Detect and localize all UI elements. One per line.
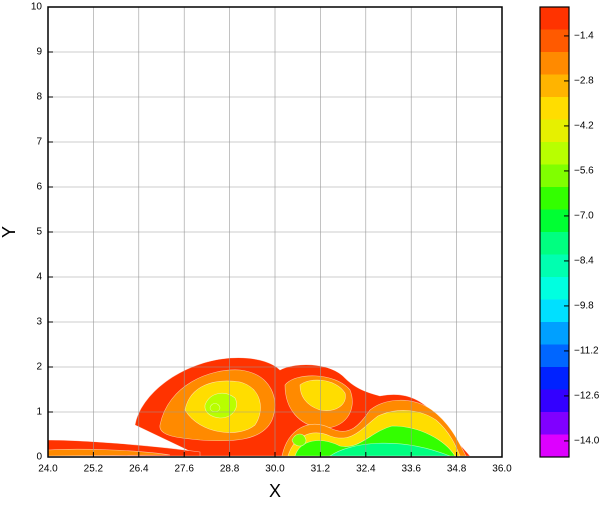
colorbar-band <box>540 389 569 413</box>
y-tick-label: 10 <box>31 2 43 13</box>
y-axis-label: Y <box>0 226 19 238</box>
colorbar-tick-label: −9.8 <box>574 301 594 312</box>
colorbar-band <box>540 52 569 75</box>
colorbar-band <box>540 232 569 255</box>
x-tick-label: 28.8 <box>220 464 240 475</box>
colorbar-band <box>540 322 569 345</box>
contour-region <box>47 448 171 457</box>
x-tick-label: 27.6 <box>174 464 194 475</box>
x-tick-label: 34.8 <box>447 464 467 475</box>
colorbar-tick-label: −5.6 <box>574 166 594 177</box>
colorbar-band <box>540 434 569 458</box>
x-tick-label: 31.2 <box>311 464 331 475</box>
colorbar-band <box>540 209 569 233</box>
contour-field <box>47 357 471 457</box>
y-tick-label: 3 <box>36 317 42 328</box>
colorbar-band <box>540 29 569 53</box>
colorbar-band <box>540 367 569 390</box>
colorbar-band <box>540 344 569 368</box>
colorbar-band <box>540 119 569 143</box>
colorbar-band <box>540 299 569 323</box>
y-tick-label: 2 <box>36 362 42 373</box>
y-tick-label: 8 <box>36 92 42 103</box>
x-tick-label: 36.0 <box>492 464 512 475</box>
x-tick-label: 32.4 <box>356 464 376 475</box>
colorbar-tick-label: −11.2 <box>574 346 599 357</box>
colorbar-tick-label: −8.4 <box>574 256 594 267</box>
x-tick-label: 33.6 <box>401 464 421 475</box>
y-tick-label: 7 <box>36 137 42 148</box>
colorbar-tick-label: −7.0 <box>574 211 594 222</box>
y-tick-label: 4 <box>36 272 42 283</box>
colorbar-band <box>540 412 569 435</box>
colorbar-band <box>540 7 569 30</box>
colorbar-tick-label: −14.0 <box>574 436 599 447</box>
contour-region <box>329 442 451 457</box>
y-tick-label: 5 <box>36 227 42 238</box>
x-tick-label: 30.0 <box>265 464 285 475</box>
contour-region <box>209 403 221 413</box>
colorbar-tick-label: −12.6 <box>574 391 599 402</box>
x-tick-label: 24.0 <box>38 464 58 475</box>
contour-region <box>291 433 307 447</box>
colorbar-band <box>540 187 569 210</box>
colorbar-band <box>540 277 569 300</box>
x-tick-label: 25.2 <box>84 464 104 475</box>
colorbar-tick-label: −2.8 <box>574 76 594 87</box>
y-tick-label: 6 <box>36 182 42 193</box>
x-axis-label: X <box>269 481 281 501</box>
plot-frame <box>47 6 503 458</box>
colorbar-band <box>540 254 569 278</box>
colorbar-band <box>540 97 569 120</box>
colorbar-frame <box>539 6 570 458</box>
contour-region <box>299 379 346 411</box>
y-tick-label: 1 <box>36 407 42 418</box>
x-tick-label: 26.4 <box>129 464 149 475</box>
colorbar-band <box>540 142 569 165</box>
colorbar-tick-label: −4.2 <box>574 121 594 132</box>
y-tick-label: 0 <box>36 452 42 463</box>
colorbar-tick-label: −1.4 <box>574 31 594 42</box>
colorbar-band <box>540 164 569 188</box>
colorbar-band <box>540 74 569 98</box>
y-tick-label: 9 <box>36 47 42 58</box>
